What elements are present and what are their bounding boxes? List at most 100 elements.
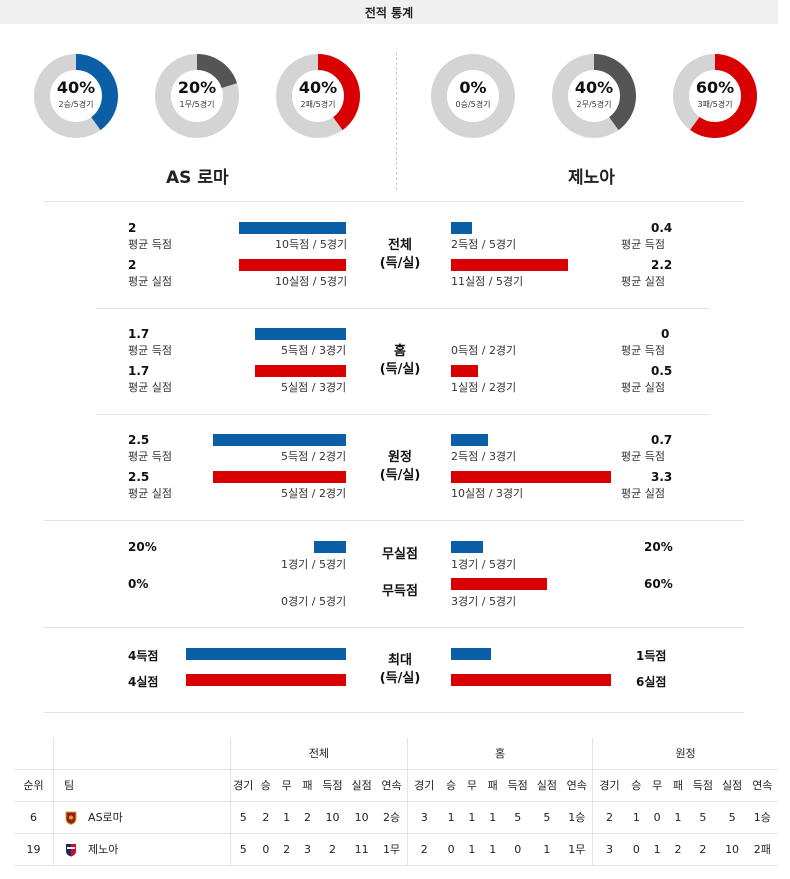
cell: 2 <box>667 833 689 866</box>
divider <box>96 308 710 309</box>
rank-cell: 19 <box>14 833 54 866</box>
cell: 1무 <box>376 833 408 866</box>
col-draws: 무 <box>461 769 483 802</box>
donut-percent: 60% <box>695 78 735 97</box>
section-title-line1: 최대 <box>388 653 412 668</box>
home-section-title: 홈 (득/실) <box>360 343 440 379</box>
donut-percent: 40% <box>574 78 614 97</box>
cell: 10 <box>347 801 377 834</box>
away-avg-scored-value: 0.4 <box>651 221 673 235</box>
away-conceded-caption: 11실점 / 5경기 <box>451 275 524 288</box>
cell: 2 <box>276 833 298 866</box>
away-max-scored-bar <box>451 648 491 660</box>
cell: 1 <box>461 833 483 866</box>
cell: 0 <box>440 833 462 866</box>
home-avg-scored-label: 평균 득점 <box>128 238 172 251</box>
cell: 3 <box>297 833 318 866</box>
away-team-name: 제노아 <box>568 168 615 188</box>
home-clean-sheet-value: 20% <box>128 540 157 554</box>
away-scored-caption: 2득점 / 5경기 <box>451 238 517 251</box>
away-no-goal-caption: 3경기 / 5경기 <box>451 595 517 608</box>
away-avg-scored-label: 평균 득점 <box>621 238 665 251</box>
away-avg-scored-label: 평균 득점 <box>621 450 665 463</box>
cell: 1 <box>667 801 689 834</box>
cell: 2승 <box>376 801 408 834</box>
donut-ring <box>552 54 636 138</box>
away-scored-caption: 0득점 / 2경기 <box>451 344 517 357</box>
col-games: 경기 <box>592 769 626 802</box>
home-avg-scored-label: 평균 득점 <box>128 450 172 463</box>
team-cell[interactable]: AS로마 <box>53 801 231 834</box>
away-avg-conceded-label: 평균 실점 <box>621 381 665 394</box>
col-team: 팀 <box>53 769 231 802</box>
away-clean-sheet-bar <box>451 541 483 553</box>
col-streak: 연속 <box>746 769 778 802</box>
divider <box>96 414 710 415</box>
cell: 0 <box>625 833 647 866</box>
group-home: 홈 <box>406 738 593 770</box>
cell: 2패 <box>746 833 778 866</box>
group-header-row: 전체 홈 원정 <box>14 738 778 770</box>
donut-caption: 2패/5경기 <box>300 100 336 109</box>
team-divider <box>396 52 397 190</box>
home-max-conceded: 4실점 <box>128 675 159 689</box>
donut-caption: 2승/5경기 <box>58 100 94 109</box>
clean-sheet-title: 무실점 <box>382 547 418 562</box>
cell: 2 <box>297 801 318 834</box>
home-win-donut: 40% 2승/5경기 <box>34 54 118 138</box>
home-conceded-caption: 5실점 / 3경기 <box>281 381 347 394</box>
cell: 5 <box>229 801 256 834</box>
away-avg-conceded-label: 평균 실점 <box>621 487 665 500</box>
cell: 0 <box>255 833 277 866</box>
col-draws: 무 <box>646 769 668 802</box>
home-avg-scored-label: 평균 득점 <box>128 344 172 357</box>
away-conceded-caption: 1실점 / 2경기 <box>451 381 517 394</box>
away-conceded-caption: 10실점 / 3경기 <box>451 487 524 500</box>
col-wins: 승 <box>440 769 462 802</box>
away-clean-sheet-value: 20% <box>644 540 673 554</box>
col-scored: 득점 <box>688 769 718 802</box>
home-avg-conceded-value: 2 <box>128 258 137 272</box>
stats-title-bar: 전적 통계 <box>0 0 778 24</box>
home-conceded-caption: 5실점 / 2경기 <box>281 487 347 500</box>
away-avg-conceded-label: 평균 실점 <box>621 275 665 288</box>
team-name: 제노아 <box>88 843 119 856</box>
roma-emblem-icon <box>65 811 77 825</box>
cell: 5 <box>688 801 718 834</box>
cell: 5 <box>532 801 562 834</box>
col-conceded: 실점 <box>717 769 747 802</box>
cell: 5 <box>717 801 747 834</box>
donut-percent: 20% <box>177 78 217 97</box>
cell: 2 <box>406 833 441 866</box>
section-title-line1: 홈 <box>394 344 406 359</box>
home-scored-bar <box>255 328 346 340</box>
team-cell[interactable]: 제노아 <box>53 833 231 866</box>
cell: 0 <box>503 833 533 866</box>
divider <box>44 712 744 713</box>
column-header-row: 순위 팀 경기 승 무 패 득점 실점 연속 경기 승 무 패 득점 실점 연속… <box>14 769 778 802</box>
away-scored-caption: 2득점 / 3경기 <box>451 450 517 463</box>
col-rank: 순위 <box>14 769 54 802</box>
group-away: 원정 <box>592 738 778 770</box>
col-scored: 득점 <box>503 769 533 802</box>
donut-ring <box>34 54 118 138</box>
col-scored: 득점 <box>317 769 348 802</box>
home-avg-scored-value: 1.7 <box>128 327 150 341</box>
cell: 5 <box>229 833 256 866</box>
home-scored-bar <box>239 222 346 234</box>
away-avg-conceded-value: 3.3 <box>651 470 673 484</box>
stats-title: 전적 통계 <box>364 5 414 20</box>
table-row: 19 제노아 5 0 2 3 2 11 1무 2 0 1 1 0 1 1무 3 … <box>14 833 778 866</box>
donut-caption: 3패/5경기 <box>697 100 733 109</box>
home-avg-conceded-value: 2.5 <box>128 470 150 484</box>
home-max-scored-bar <box>186 648 346 660</box>
home-conceded-bar <box>239 259 346 271</box>
home-avg-scored-value: 2.5 <box>128 433 150 447</box>
home-avg-scored-value: 2 <box>128 221 137 235</box>
section-title-line2: (득/실) <box>379 671 421 686</box>
overall-section-title: 전체 (득/실) <box>360 237 440 273</box>
home-conceded-caption: 10실점 / 5경기 <box>275 275 348 288</box>
away-avg-scored-value: 0.7 <box>651 433 673 447</box>
away-draw-donut: 40% 2무/5경기 <box>552 54 636 138</box>
cell: 10 <box>717 833 747 866</box>
